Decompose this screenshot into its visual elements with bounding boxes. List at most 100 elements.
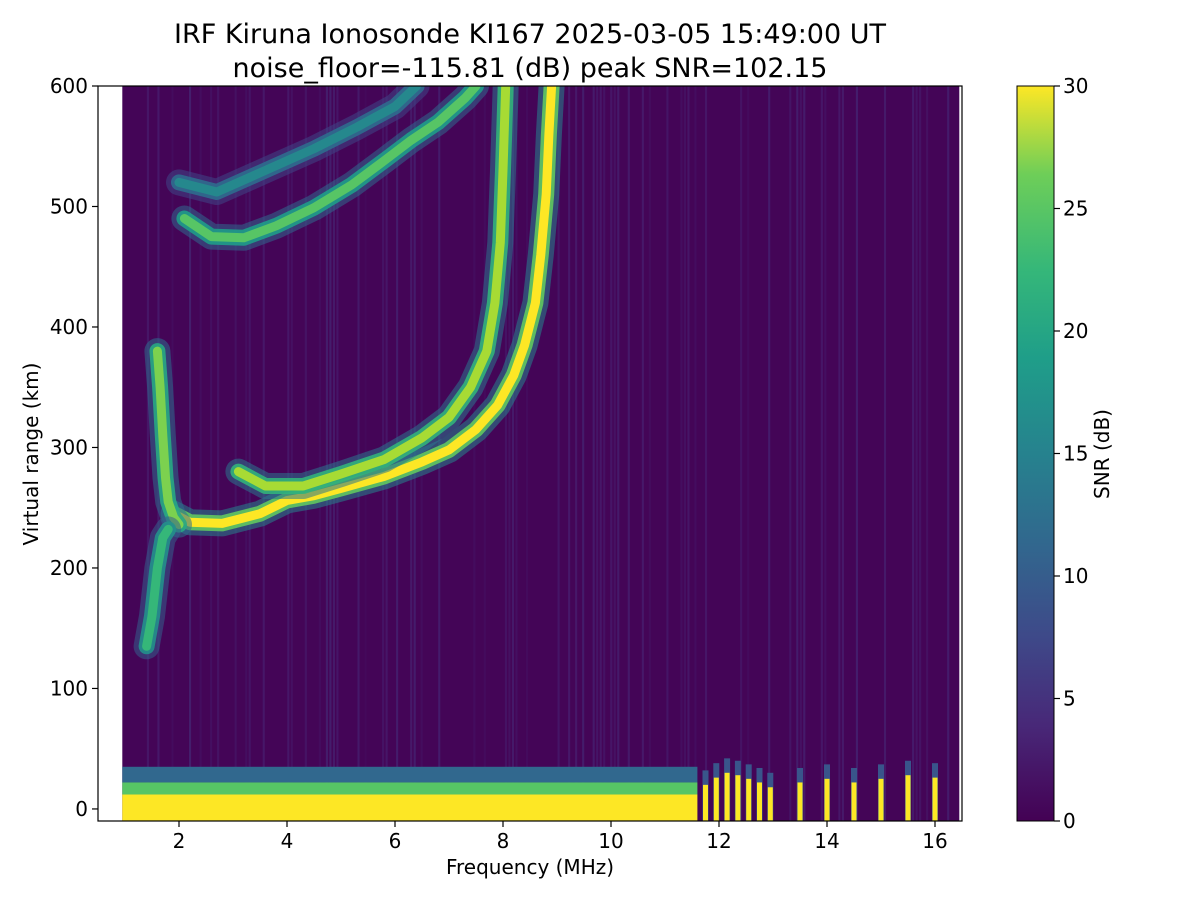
colorbar-label: SNR (dB) bbox=[1090, 409, 1114, 499]
noise-column bbox=[329, 86, 332, 821]
x-axis: 2 4 6 8 10 12 14 16 bbox=[173, 821, 948, 853]
noise-column bbox=[188, 86, 192, 821]
ground-band bbox=[122, 794, 698, 821]
ground-spike bbox=[746, 778, 752, 821]
colorbar-tick-label: 5 bbox=[1063, 687, 1076, 711]
noise-column bbox=[234, 86, 237, 821]
trace-core bbox=[174, 86, 422, 197]
x-tick-label: 8 bbox=[497, 829, 510, 853]
noise-column bbox=[515, 86, 518, 821]
noise-column bbox=[613, 86, 616, 821]
x-tick-label: 12 bbox=[706, 829, 731, 853]
ground-spike bbox=[851, 782, 857, 821]
noise-column bbox=[610, 86, 613, 821]
noise-column bbox=[599, 86, 602, 821]
ground-spike bbox=[932, 777, 938, 821]
noise-column bbox=[199, 86, 202, 821]
ground-spike bbox=[824, 778, 830, 821]
noise-column bbox=[820, 86, 823, 821]
trace-core bbox=[169, 86, 557, 528]
colorbar-tick-label: 25 bbox=[1063, 197, 1088, 221]
chart-subtitle: noise_floor=-115.81 (dB) peak SNR=102.15 bbox=[233, 53, 828, 84]
heatmap-layer bbox=[122, 86, 960, 821]
noise-column bbox=[287, 86, 290, 821]
noise-column bbox=[575, 86, 578, 821]
colorbar-tick-label: 15 bbox=[1063, 442, 1088, 466]
plot-frame bbox=[97, 85, 963, 822]
noise-column bbox=[683, 86, 687, 821]
ground-spike bbox=[878, 778, 884, 821]
noise-column bbox=[473, 86, 476, 821]
trace-core bbox=[233, 86, 511, 491]
ground-spike bbox=[703, 784, 708, 821]
noise-column bbox=[210, 86, 213, 821]
y-axis: 0 100 200 300 400 500 600 bbox=[50, 74, 98, 821]
noise-column bbox=[592, 86, 595, 821]
noise-column bbox=[912, 86, 915, 821]
noise-column bbox=[146, 86, 149, 821]
ground-band-halo bbox=[122, 766, 698, 783]
noise-column bbox=[603, 86, 606, 821]
x-tick-label: 14 bbox=[814, 829, 839, 853]
noise-column bbox=[687, 86, 690, 821]
y-tick-label: 300 bbox=[50, 435, 88, 459]
noise-column bbox=[768, 86, 771, 821]
noise-column bbox=[318, 86, 321, 821]
noise-column bbox=[511, 86, 515, 821]
ground-spike bbox=[735, 775, 741, 821]
noise-column bbox=[304, 86, 307, 821]
y-tick-label: 600 bbox=[50, 74, 88, 98]
noise-column bbox=[248, 86, 251, 821]
noise-column bbox=[926, 86, 929, 821]
noise-column bbox=[838, 86, 841, 821]
noise-column bbox=[217, 86, 220, 821]
noise-column bbox=[680, 86, 683, 821]
colorbar-ticks: 0 5 10 15 20 25 30 bbox=[1054, 74, 1088, 833]
noise-column bbox=[796, 86, 799, 821]
colorbar: 0 5 10 15 20 25 30 SNR (dB) bbox=[1016, 74, 1114, 833]
y-tick-label: 100 bbox=[50, 676, 88, 700]
ground-spike bbox=[713, 777, 719, 821]
ground-spike bbox=[724, 772, 730, 821]
noise-column bbox=[617, 86, 620, 821]
noise-column bbox=[336, 86, 339, 821]
noise-column bbox=[694, 86, 697, 821]
y-tick-label: 200 bbox=[50, 556, 88, 580]
noise-column bbox=[648, 86, 651, 821]
noise-column bbox=[803, 86, 806, 821]
ground-spike bbox=[767, 787, 773, 821]
noise-column bbox=[704, 86, 708, 821]
noise-column bbox=[915, 86, 918, 821]
noise-column bbox=[325, 86, 328, 821]
noise-column bbox=[508, 86, 511, 821]
y-tick-label: 0 bbox=[75, 797, 88, 821]
x-tick-label: 4 bbox=[281, 829, 294, 853]
noise-column bbox=[568, 86, 571, 821]
x-tick-label: 6 bbox=[389, 829, 402, 853]
noise-column bbox=[332, 86, 336, 821]
ground-band-edge bbox=[122, 782, 698, 795]
noise-column bbox=[262, 86, 265, 821]
noise-column bbox=[582, 86, 585, 821]
y-axis-label: Virtual range (km) bbox=[19, 363, 43, 546]
noise-column bbox=[666, 86, 669, 821]
noise-column bbox=[596, 86, 599, 821]
noise-column bbox=[525, 86, 529, 821]
x-tick-label: 2 bbox=[173, 829, 186, 853]
noise-column bbox=[855, 86, 858, 821]
noise-column bbox=[841, 86, 844, 821]
y-tick-label: 400 bbox=[50, 315, 88, 339]
colorbar-tick-label: 20 bbox=[1063, 319, 1088, 343]
colorbar-tick-label: 10 bbox=[1063, 564, 1088, 588]
y-tick-label: 500 bbox=[50, 194, 88, 218]
chart-title: IRF Kiruna Ionosonde KI167 2025-03-05 15… bbox=[174, 19, 887, 50]
colorbar-gradient bbox=[1016, 85, 1055, 822]
noise-column bbox=[557, 86, 560, 821]
ground-spike bbox=[757, 782, 762, 821]
noise-column bbox=[627, 86, 630, 821]
noise-column bbox=[799, 86, 802, 821]
x-axis-label: Frequency (MHz) bbox=[446, 855, 614, 879]
noise-column bbox=[947, 86, 950, 821]
noise-column bbox=[883, 86, 887, 821]
